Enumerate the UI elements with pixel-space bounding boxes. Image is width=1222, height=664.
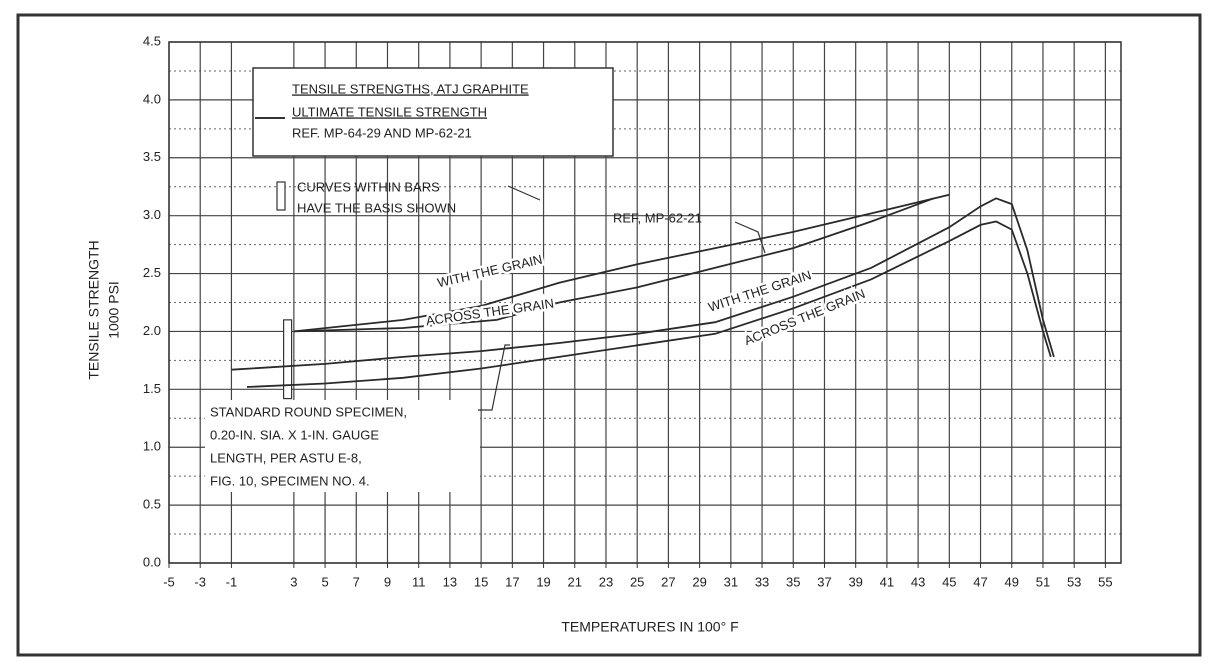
x-axis-title: TEMPERATURES IN 100° F: [561, 619, 738, 635]
x-tick-label: 13: [443, 574, 457, 589]
x-tick-label: 33: [755, 574, 769, 589]
legend-box: [252, 67, 614, 157]
x-tick-label: 31: [724, 574, 738, 589]
series-line: [293, 197, 935, 333]
series-line: [246, 220, 1052, 388]
y-tick-label: 2.5: [143, 265, 161, 280]
annotations: TENSILE STRENGTHS, ATJ GRAPHITE ULTIMATE…: [86, 67, 766, 635]
specimen-note: LENGTH, PER ASTU E-8,: [210, 450, 362, 465]
y-tick-label: 4.0: [143, 91, 161, 106]
x-tick-label: 15: [474, 574, 488, 589]
x-tick-label: 47: [973, 574, 987, 589]
y-tick-label: 4.5: [143, 33, 161, 48]
x-tick-label: 35: [786, 574, 800, 589]
x-tick-label: 55: [1098, 574, 1112, 589]
plot-border: [168, 41, 1122, 564]
specimen-note: 0.20-IN. SIA. X 1-IN. GAUGE: [210, 427, 379, 442]
x-tick-label: 7: [353, 574, 360, 589]
series-line: [293, 193, 950, 333]
x-tick-label: 3: [290, 574, 297, 589]
x-tick-label: 53: [1067, 574, 1081, 589]
specimen-note: FIG. 10, SPECIMEN NO. 4.: [210, 473, 370, 488]
leader-line: [734, 221, 766, 254]
x-tick-label: 21: [568, 574, 582, 589]
x-tick-label: 37: [817, 574, 831, 589]
leader-line: [478, 344, 510, 411]
y-axis-title: 1000 PSI: [106, 281, 122, 339]
x-tick-label: -5: [163, 574, 175, 589]
x-tick-label: 5: [321, 574, 328, 589]
x-tick-label: 41: [880, 574, 894, 589]
x-tick-label: 29: [692, 574, 706, 589]
bars-note: CURVES WITHIN BARS: [297, 179, 440, 194]
y-tick-label: 3.5: [143, 149, 161, 164]
specimen-note: STANDARD ROUND SPECIMEN,: [210, 404, 407, 419]
y-axis-title: TENSILE STRENGTH: [86, 240, 102, 379]
y-tick-label: 2.0: [143, 323, 161, 338]
note-background: [205, 400, 480, 492]
x-tick-label: 27: [661, 574, 675, 589]
x-tick-label: 25: [630, 574, 644, 589]
x-tick-label: 17: [505, 574, 519, 589]
y-tick-label: 3.0: [143, 207, 161, 222]
bars-note: HAVE THE BASIS SHOWN: [297, 200, 456, 215]
x-tick-label: 23: [599, 574, 613, 589]
basis-bar: [283, 319, 293, 400]
x-tick-label: -1: [226, 574, 238, 589]
x-tick-label: 49: [1005, 574, 1019, 589]
y-tick-label: 1.5: [143, 381, 161, 396]
series-line: [231, 197, 1055, 371]
x-tick-label: 9: [384, 574, 391, 589]
x-tick-label: 19: [536, 574, 550, 589]
x-tick-label: 39: [848, 574, 862, 589]
legend-ref: REF. MP-64-29 AND MP-62-21: [292, 125, 472, 140]
y-tick-label: 1.0: [143, 439, 161, 454]
x-tick-label: 11: [412, 574, 426, 589]
x-tick-label: 43: [911, 574, 925, 589]
y-tick-label: 0.0: [143, 554, 161, 569]
ref-note: REF, MP-62-21: [613, 210, 702, 225]
x-tick-label: 51: [1036, 574, 1050, 589]
legend-title: TENSILE STRENGTHS, ATJ GRAPHITE: [292, 81, 529, 96]
legend-subtitle: ULTIMATE TENSILE STRENGTH: [292, 104, 487, 119]
y-tick-label: 0.5: [143, 497, 161, 512]
bar-symbol: [276, 181, 286, 211]
x-tick-label: -3: [194, 574, 206, 589]
leader-line: [507, 185, 541, 201]
x-tick-label: 45: [942, 574, 956, 589]
